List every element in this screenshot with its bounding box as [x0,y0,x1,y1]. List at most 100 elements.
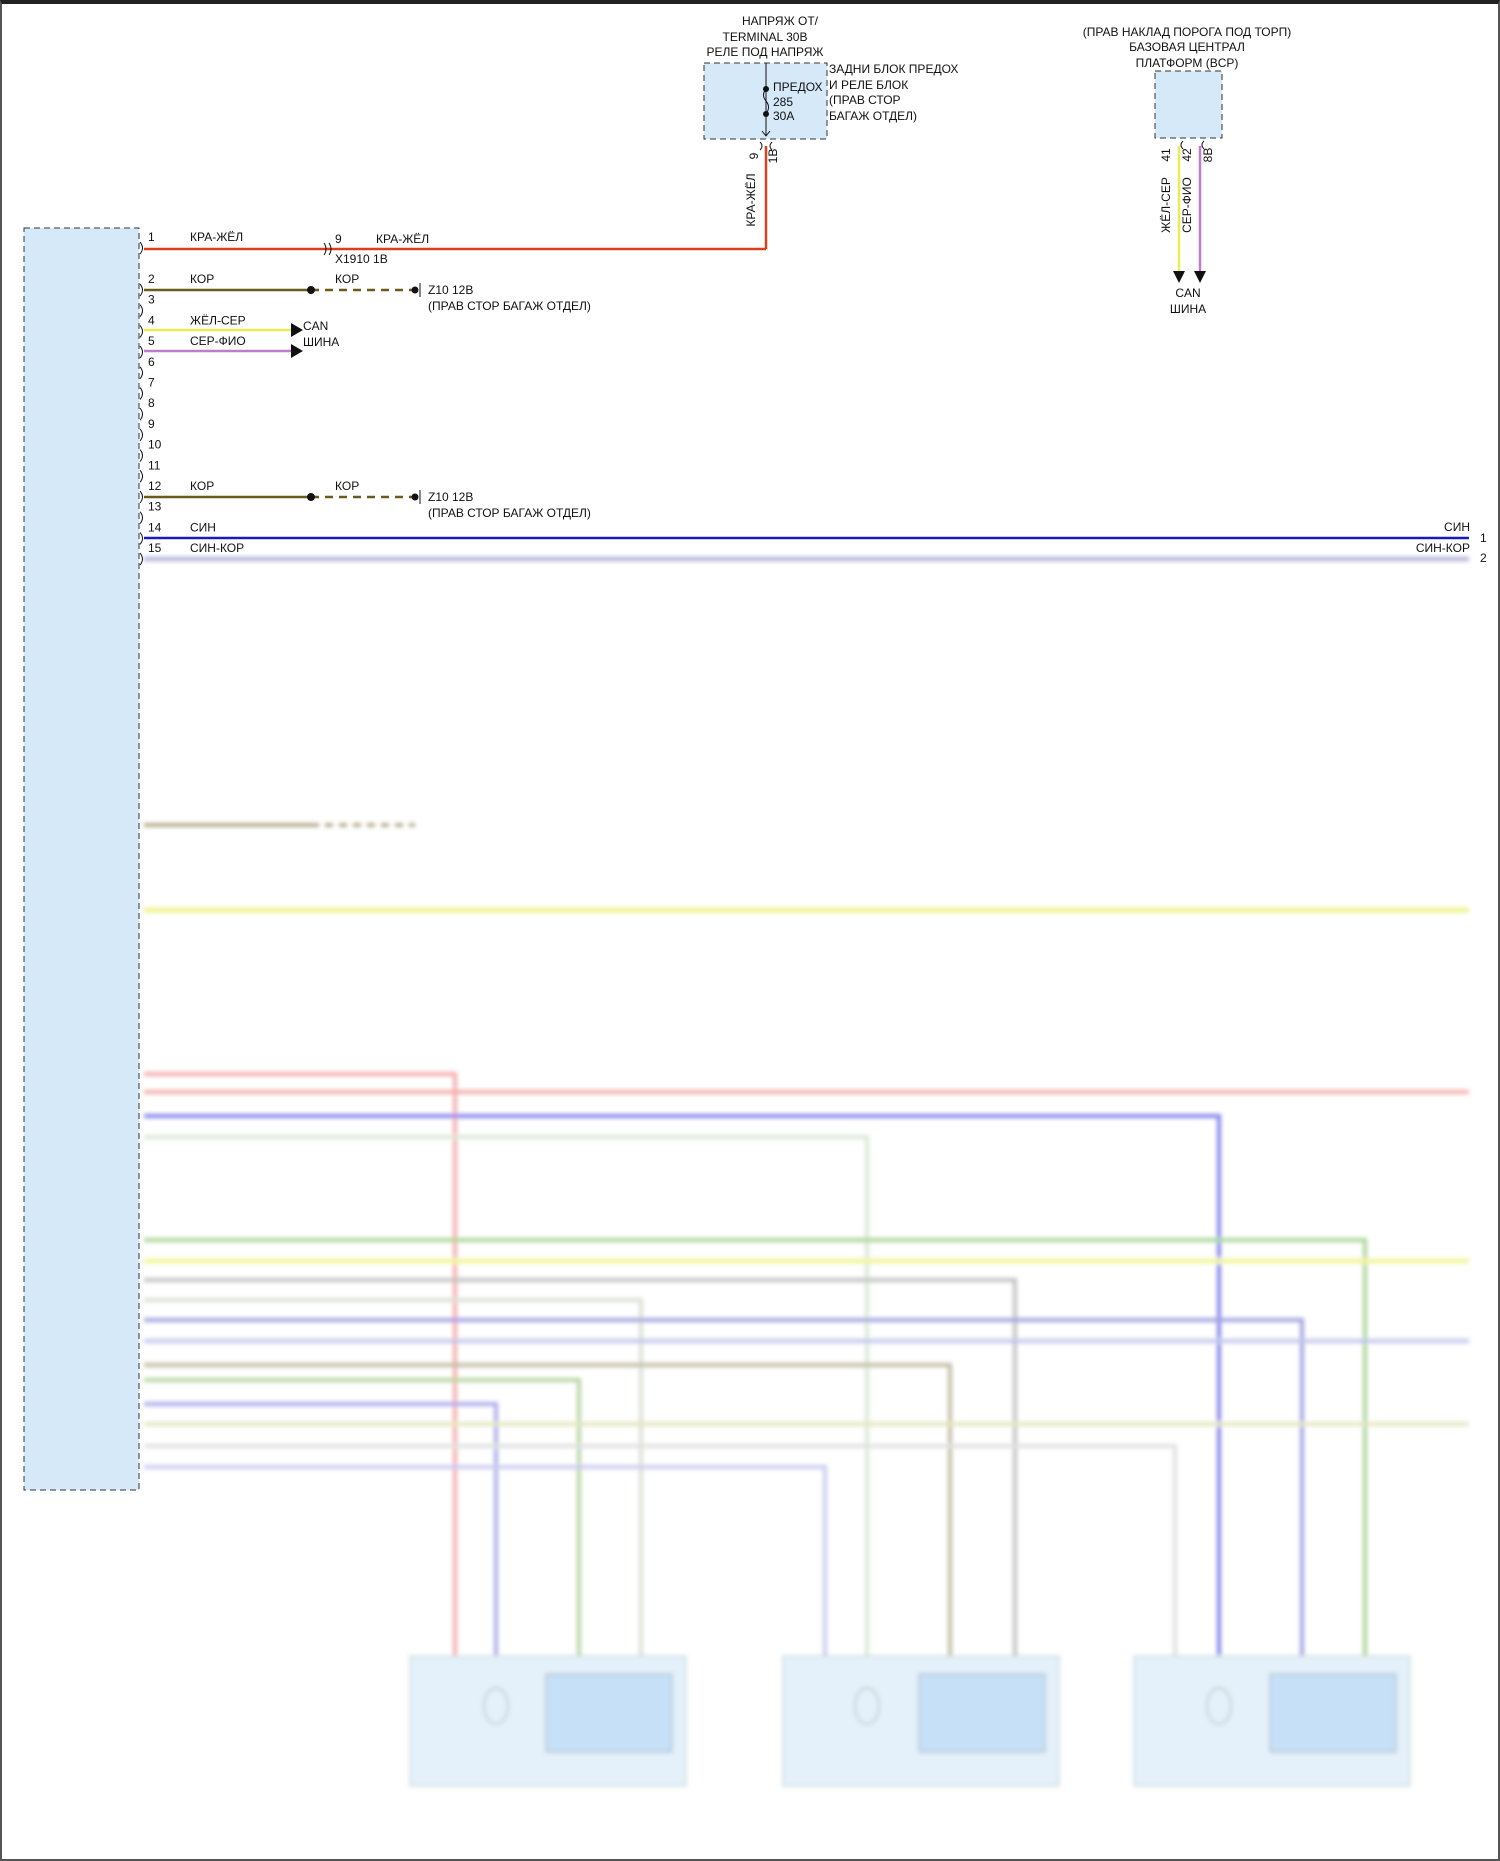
fuse-header-2: TERMINAL 30B [723,30,808,44]
connector-icon [1180,140,1205,150]
ground-icon [411,286,419,294]
fuse-block: НАПРЯЖ ОТ/ TERMINAL 30B РЕЛЕ ПОД НАПРЯЖ … [703,14,958,249]
ground2-name: Z10 12B [428,490,473,504]
pin-connector-icon [139,366,143,380]
pin-connector-icon [139,241,143,255]
x1910-name: X1910 1B [335,252,388,266]
right-wire-2: СИН-КОР [1416,541,1470,555]
pin-connector-icon [139,283,143,297]
can-left: CAN [303,319,328,333]
fuse-side-2: И РЕЛЕ БЛОК [829,78,908,92]
bcp-box [1154,70,1223,139]
main-module-box [23,227,140,1491]
pin-number: 11 [148,458,161,472]
pin-connector-icon [139,490,143,504]
wire [144,1465,827,1656]
bcp-pin-41: 41 [1159,148,1173,162]
ground1-name: Z10 12B [428,283,473,297]
pin-wire-label: КРА-ЖЁЛ [190,230,243,244]
pin-wire-label: КОР [190,479,214,493]
bcp-wire-1: ЖЁЛ-СЕР [1159,177,1173,233]
fuse-node [763,86,769,92]
right-pin-2: 2 [1480,551,1487,565]
pin-number: 8 [148,396,155,410]
sensor-module-1 [409,1655,687,1787]
pin-wire-label: СИН [190,520,216,534]
fuse-header-3: РЕЛЕ ПОД НАПРЯЖ [706,45,823,59]
pin-connector-icon [139,407,143,421]
can-left-bus: ШИНА [303,335,339,349]
pin-connector-icon [139,304,143,318]
wire [144,1238,1367,1656]
wire [144,1135,869,1656]
pin-number: 6 [148,355,155,369]
ground2-location: (ПРАВ СТОР БАГАЖ ОТДЕЛ) [428,506,591,520]
bcp-header-1: (ПРАВ НАКЛАД ПОРОГА ПОД ТОРП) [1083,25,1292,39]
bcp-can: CAN [1175,286,1200,300]
ground-icon [411,493,419,501]
pin-number: 7 [148,376,155,390]
pin-number: 1 [148,230,155,244]
fuse-wire-label: КРА-ЖЁЛ [744,173,758,226]
sensor-module-3 [1133,1655,1411,1787]
wire [144,1378,581,1656]
fuse-header-1: НАПРЯЖ ОТ/ [742,14,819,28]
splice-node [307,493,315,501]
fuse-side-1: ЗАДНИ БЛОК ПРЕДОХ [829,62,958,76]
pin-number: 4 [148,313,155,327]
ground1-location: (ПРАВ СТОР БАГАЖ ОТДЕЛ) [428,299,591,313]
pin-connector-icon [139,428,143,442]
bcp-pin-42: 42 [1180,148,1194,162]
wire [144,1444,1177,1656]
wire [144,1278,1017,1656]
ground2-wire: КОР [335,479,359,493]
right-wire-1: СИН [1444,520,1470,534]
arrow-right-icon [291,323,303,358]
pin-number: 3 [148,293,155,307]
pin-wire-label: СИН-КОР [190,541,244,555]
wire [144,1318,1304,1656]
bcp-header-2: БАЗОВАЯ ЦЕНТРАЛ [1129,40,1245,54]
module-inner [1269,1673,1397,1753]
pin-connector-icon [139,387,143,400]
wire [144,1402,498,1656]
wire [144,1363,952,1656]
pin-connector-icon [139,532,143,545]
sensor-icon [483,1687,509,1725]
wire [144,1298,643,1656]
fuse-pin-b: 1B [766,149,780,164]
fuse-side-3: (ПРАВ СТОР [829,93,901,107]
pin-connector-icon [139,345,143,359]
fuse-icon [763,88,769,115]
pin-wire-label: ЖЁЛ-СЕР [190,313,246,327]
x1910-wire: КРА-ЖЁЛ [376,232,429,246]
pin-connector-icon [139,552,143,566]
fuse-side-4: БАГАЖ ОТДЕЛ) [829,109,917,123]
bcp-wire-2: СЕР-ФИО [1180,177,1194,233]
lower-section-blurred [144,557,1469,1787]
pin-number: 15 [148,541,162,555]
bcp-header-3: ПЛАТФОРМ (BCP) [1136,56,1239,70]
bcp-module: (ПРАВ НАКЛАД ПОРОГА ПОД ТОРП) БАЗОВАЯ ЦЕ… [1083,25,1292,316]
arrow-icon [761,130,771,137]
pin-number: 10 [148,438,162,452]
wires-top: 9 КРА-ЖЁЛ X1910 1B КОР Z10 12B (ПРАВ СТО… [144,232,1487,565]
fuse-number: 285 [773,95,793,109]
module-pins: 1 КРА-ЖЁЛ 2 КОР 3 4 ЖЁЛ-СЕР 5 СЕР-ФИО 6 7 8 9 10 11 12 К… [139,230,246,566]
ground1-wire: КОР [335,272,359,286]
bcp-pin-8b: 8B [1201,148,1215,163]
sensor-icon [1206,1687,1232,1725]
x1910-pin: 9 [335,232,342,246]
pin-number: 2 [148,272,155,286]
fuse-node [763,111,769,117]
fuse-name: ПРЕДОХ [773,80,823,94]
fuse-rating: 30A [773,109,794,123]
pin-connector-icon [139,449,143,462]
sensor-icon [854,1687,880,1725]
pin-number: 5 [148,334,155,348]
pin-number: 12 [148,479,162,493]
pin-number: 13 [148,500,162,514]
splice-node [307,286,315,294]
